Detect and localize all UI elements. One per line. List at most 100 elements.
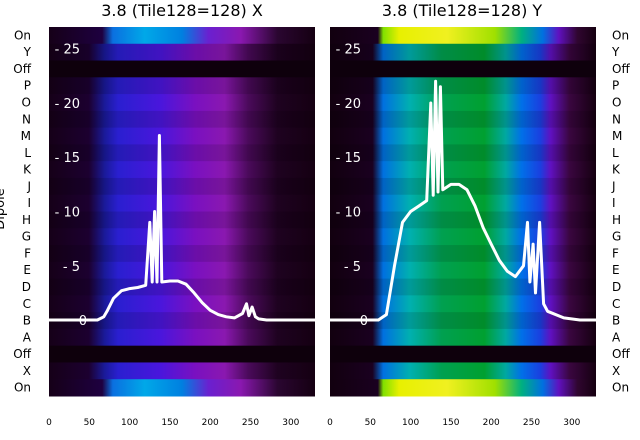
x-tick-label-1: 50 xyxy=(365,418,377,428)
heatmap-row-4 xyxy=(330,94,596,112)
row-label-19: Off xyxy=(612,347,630,361)
heatmap-row-4 xyxy=(49,94,315,112)
x-tick-label-6: 300 xyxy=(282,418,299,428)
overlay-tick-label-4: - 20 xyxy=(336,97,361,112)
row-label-10: I xyxy=(612,196,616,210)
overlay-tick-label-3: - 15 xyxy=(55,151,80,166)
heatmap-row-3 xyxy=(49,77,315,95)
heatmap-row-shade-1 xyxy=(330,43,596,62)
heatmap-row-16 xyxy=(330,295,596,313)
row-label-10: I xyxy=(27,196,31,210)
row-label-3: P xyxy=(612,79,619,93)
row-label-5: N xyxy=(612,112,621,126)
row-label-19: Off xyxy=(13,347,31,361)
overlay-tick-label-2: - 10 xyxy=(336,206,361,221)
overlay-series-line xyxy=(49,134,315,322)
heatmap-row-3 xyxy=(330,77,596,95)
row-label-4: O xyxy=(612,95,621,109)
heatmap-row-shade-13 xyxy=(330,245,596,263)
heatmap-row-9 xyxy=(49,177,315,196)
heatmap-row-2 xyxy=(330,60,596,78)
heatmap-row-shade-3 xyxy=(49,77,315,95)
heatmap-row-21 xyxy=(49,379,315,397)
heatmap-row-21 xyxy=(330,379,596,397)
title-panel-1: 3.8 (Tile128=128) X xyxy=(101,1,263,20)
heatmap-row-8 xyxy=(330,161,596,179)
row-label-18: A xyxy=(23,330,32,344)
overlay-tick-label-3: - 15 xyxy=(336,151,361,166)
heatmap-row-shade-1 xyxy=(49,43,315,62)
x-tick-label-5: 250 xyxy=(242,418,259,428)
x-tick-label-4: 200 xyxy=(202,418,219,428)
row-label-17: B xyxy=(612,314,620,328)
heatmap-row-shade-5 xyxy=(330,110,596,129)
heatmap-row-shade-8 xyxy=(330,161,596,178)
row-label-20: X xyxy=(23,364,31,378)
heatmap-row-5 xyxy=(330,110,596,129)
heatmap-row-shade-18 xyxy=(49,329,315,346)
row-label-14: E xyxy=(23,263,31,277)
x-tick-label-2: 100 xyxy=(402,418,419,428)
heatmap-row-7 xyxy=(49,144,315,162)
heatmap-row-shade-15 xyxy=(49,278,315,296)
row-label-18: A xyxy=(612,330,621,344)
heatmap-row-19 xyxy=(330,345,596,363)
overlay-tick-label-4: - 20 xyxy=(55,97,80,112)
row-label-21: On xyxy=(14,381,31,395)
heatmap-row-10 xyxy=(49,194,315,212)
row-label-15: D xyxy=(612,280,621,294)
heatmap-row-shade-11 xyxy=(330,211,596,229)
heatmap-row-shade-13 xyxy=(49,245,315,263)
overlay-tick-label-1: - 5 xyxy=(344,260,361,275)
heatmap-row-7 xyxy=(330,144,596,162)
heatmap-row-shade-6 xyxy=(330,128,596,145)
x-tick-label-3: 150 xyxy=(161,418,178,428)
heatmap-row-shade-12 xyxy=(330,228,596,245)
row-label-16: C xyxy=(23,297,31,311)
overlay-tick-label-0: 0 xyxy=(79,314,87,329)
overlay-tick-label-5: - 25 xyxy=(55,43,80,58)
heatmap-row-shade-10 xyxy=(330,195,596,212)
x-tick-label-0: 0 xyxy=(46,418,52,428)
heatmap-row-18 xyxy=(49,328,315,347)
row-label-20: X xyxy=(612,364,620,378)
y-axis-label: Dipole xyxy=(0,188,8,229)
heatmap-row-20 xyxy=(49,362,315,380)
heatmap-row-18 xyxy=(330,328,596,347)
row-label-6: M xyxy=(21,129,31,143)
heatmap-row-1 xyxy=(330,43,596,62)
heatmap-row-15 xyxy=(49,278,315,296)
heatmap-row-shade-12 xyxy=(49,228,315,245)
heatmap-row-13 xyxy=(49,245,315,263)
row-label-17: B xyxy=(23,314,31,328)
overlay-tick-label-0: 0 xyxy=(360,314,368,329)
row-label-13: F xyxy=(24,246,31,260)
heatmap-row-11 xyxy=(330,211,596,229)
heatmap-row-6 xyxy=(330,127,596,145)
x-tick-label-6: 300 xyxy=(563,418,580,428)
heatmap-row-shade-18 xyxy=(330,329,596,346)
row-label-13: F xyxy=(612,246,619,260)
overlay-tick-label-2: - 10 xyxy=(55,206,80,221)
row-label-0: On xyxy=(14,28,31,42)
row-label-16: C xyxy=(612,297,620,311)
heatmap-row-shade-5 xyxy=(49,110,315,129)
heatmap-row-1 xyxy=(49,43,315,62)
row-label-1: Y xyxy=(611,45,620,59)
x-tick-label-4: 200 xyxy=(483,418,500,428)
heatmap-row-shade-6 xyxy=(49,128,315,145)
heatmap-row-shade-16 xyxy=(49,295,315,312)
x-tick-label-2: 100 xyxy=(121,418,138,428)
heatmap-row-0 xyxy=(49,27,315,45)
row-label-8: K xyxy=(23,163,32,177)
heatmap-row-shade-8 xyxy=(49,161,315,178)
row-label-11: H xyxy=(22,213,31,227)
heatmap-row-shade-20 xyxy=(49,362,315,379)
row-label-5: N xyxy=(22,112,31,126)
heatmap-row-shade-10 xyxy=(49,195,315,212)
heatmap-row-shade-7 xyxy=(330,144,596,162)
row-label-1: Y xyxy=(23,45,32,59)
